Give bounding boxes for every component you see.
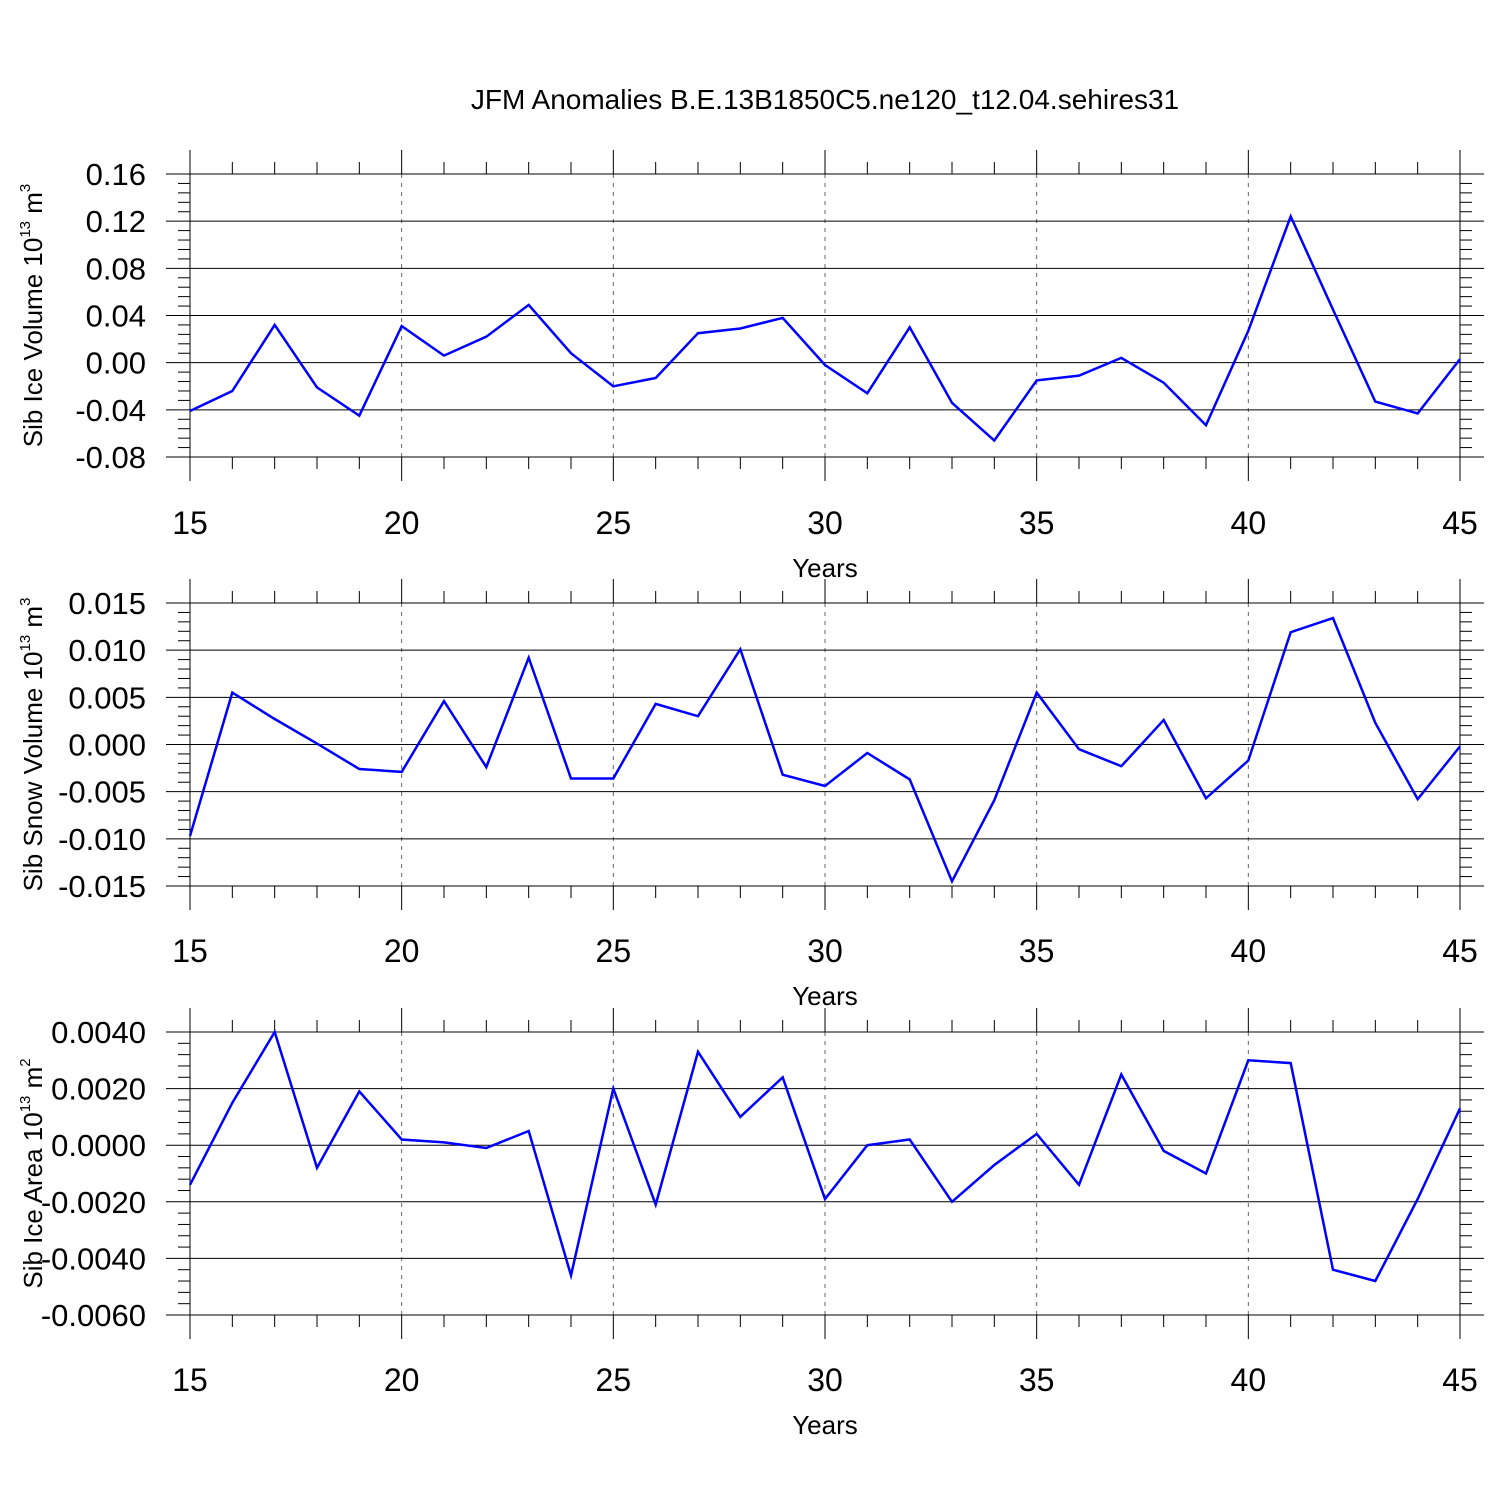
- y-tick-label: 0.0020: [51, 1072, 146, 1107]
- x-tick-label: 15: [172, 505, 208, 541]
- x-tick-label: 25: [596, 1362, 632, 1398]
- x-tick-label: 30: [807, 933, 843, 969]
- x-tick-label: 35: [1019, 505, 1055, 541]
- y-tick-label: -0.08: [75, 440, 146, 475]
- y-tick-label: 0.015: [68, 586, 146, 621]
- y-tick-label: -0.005: [58, 775, 146, 810]
- x-tick-label: 40: [1231, 505, 1267, 541]
- x-tick-label: 15: [172, 1362, 208, 1398]
- y-tick-label: 0.12: [86, 204, 146, 239]
- figure-title: JFM Anomalies B.E.13B1850C5.ne120_t12.04…: [470, 84, 1180, 115]
- y-tick-label: -0.0040: [41, 1241, 146, 1276]
- y-axis-title: Sib Ice Area 1013 m2: [17, 1058, 48, 1288]
- x-tick-label: 20: [384, 933, 420, 969]
- panel-1: -0.08 -0.04 0.00 0.04 0.08 0.12 0.16 15 20 25 30 35…: [17, 150, 1484, 583]
- y-tick-label: -0.04: [75, 393, 146, 428]
- y-tick-label: 0.0000: [51, 1128, 146, 1163]
- x-tick-label: 45: [1442, 1362, 1478, 1398]
- panel-2: -0.015 -0.010 -0.005 0.000 0.005 0.010 0.015 15…: [17, 579, 1484, 1011]
- x-tick-label: 25: [596, 505, 632, 541]
- x-tick-label: 45: [1442, 933, 1478, 969]
- y-axis-title: Sib Snow Volume 1013 m3: [17, 598, 48, 892]
- x-tick-label: 35: [1019, 1362, 1055, 1398]
- x-tick-label: 35: [1019, 933, 1055, 969]
- y-tick-label: -0.015: [58, 869, 146, 904]
- x-axis-title: Years: [792, 1410, 858, 1440]
- y-axis-title: Sib Ice Volume 1013 m3: [17, 184, 48, 448]
- y-tick-label: 0.005: [68, 680, 146, 715]
- y-tick-label: 0.000: [68, 728, 146, 763]
- x-tick-label: 15: [172, 933, 208, 969]
- y-tick-label: -0.0060: [41, 1298, 146, 1333]
- x-tick-label: 20: [384, 505, 420, 541]
- y-tick-label: 0.08: [86, 251, 146, 286]
- y-tick-label: -0.010: [58, 822, 146, 857]
- x-axis-title: Years: [792, 981, 858, 1011]
- x-tick-label: 45: [1442, 505, 1478, 541]
- x-axis-title: Years: [792, 553, 858, 583]
- y-tick-label: 0.010: [68, 633, 146, 668]
- x-tick-label: 25: [596, 933, 632, 969]
- panel-3: -0.0060 -0.0040 -0.0020 0.0000 0.0020 0.0040 1…: [17, 1008, 1484, 1440]
- y-tick-label: -0.0020: [41, 1185, 146, 1220]
- y-tick-label: 0.0040: [51, 1015, 146, 1050]
- y-tick-label: 0.00: [86, 346, 146, 381]
- x-tick-label: 30: [807, 1362, 843, 1398]
- x-tick-label: 40: [1231, 1362, 1267, 1398]
- x-tick-label: 20: [384, 1362, 420, 1398]
- x-tick-label: 30: [807, 505, 843, 541]
- y-tick-label: 0.04: [86, 299, 146, 334]
- y-tick-label: 0.16: [86, 157, 146, 192]
- x-tick-label: 40: [1231, 933, 1267, 969]
